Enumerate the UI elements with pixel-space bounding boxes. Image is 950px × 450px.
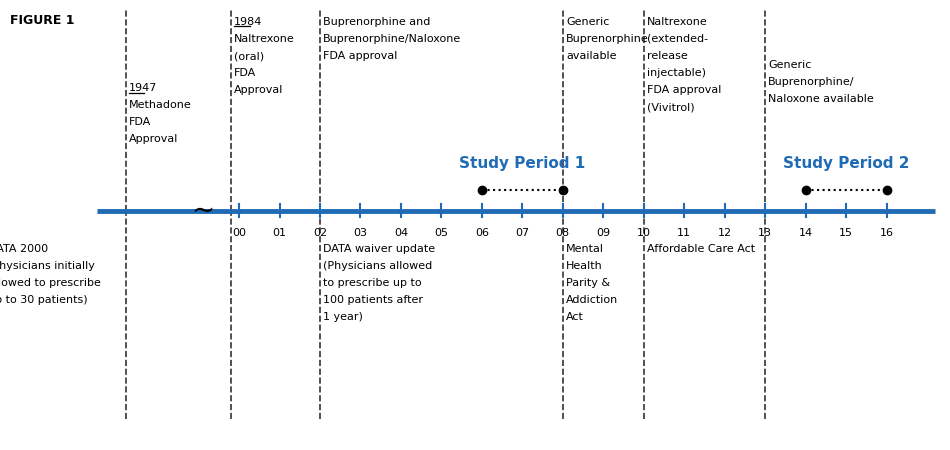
Text: Naltrexone: Naltrexone bbox=[647, 17, 708, 27]
Text: 14: 14 bbox=[799, 228, 812, 238]
Text: 12: 12 bbox=[717, 228, 732, 238]
Text: 11: 11 bbox=[677, 228, 692, 238]
Text: (extended-: (extended- bbox=[647, 34, 708, 44]
Text: Generic: Generic bbox=[769, 59, 811, 69]
Text: DATA waiver update: DATA waiver update bbox=[323, 244, 435, 254]
Text: FDA approval: FDA approval bbox=[323, 51, 398, 61]
Text: Mental: Mental bbox=[566, 244, 604, 254]
Text: DATA 2000: DATA 2000 bbox=[0, 244, 48, 254]
Text: Buprenorphine: Buprenorphine bbox=[566, 34, 649, 44]
Text: 16: 16 bbox=[880, 228, 894, 238]
Text: FDA: FDA bbox=[129, 117, 151, 127]
Text: 1947: 1947 bbox=[129, 83, 158, 93]
Text: 1 year): 1 year) bbox=[323, 312, 363, 322]
Text: 100 patients after: 100 patients after bbox=[323, 295, 424, 305]
Text: Health: Health bbox=[566, 261, 603, 271]
Text: 06: 06 bbox=[475, 228, 489, 238]
Text: Approval: Approval bbox=[235, 85, 284, 95]
Text: (Physicians allowed: (Physicians allowed bbox=[323, 261, 432, 271]
Text: (Physicians initially: (Physicians initially bbox=[0, 261, 95, 271]
Text: FDA: FDA bbox=[235, 68, 256, 78]
Text: Buprenorphine/: Buprenorphine/ bbox=[769, 76, 855, 86]
Text: (oral): (oral) bbox=[235, 51, 264, 61]
Text: 13: 13 bbox=[758, 228, 772, 238]
Text: 01: 01 bbox=[273, 228, 287, 238]
Text: FDA approval: FDA approval bbox=[647, 85, 721, 95]
Text: 03: 03 bbox=[353, 228, 368, 238]
Text: Act: Act bbox=[566, 312, 584, 322]
Text: Approval: Approval bbox=[129, 134, 179, 144]
Text: up to 30 patients): up to 30 patients) bbox=[0, 295, 87, 305]
Text: injectable): injectable) bbox=[647, 68, 706, 78]
Text: 1984: 1984 bbox=[235, 17, 262, 27]
Text: FIGURE 1: FIGURE 1 bbox=[10, 14, 74, 27]
Text: Buprenorphine and: Buprenorphine and bbox=[323, 17, 430, 27]
Text: Naltrexone: Naltrexone bbox=[235, 34, 294, 44]
Text: Generic: Generic bbox=[566, 17, 609, 27]
Text: Study Period 2: Study Period 2 bbox=[783, 156, 909, 171]
Text: 04: 04 bbox=[394, 228, 408, 238]
Text: 10: 10 bbox=[636, 228, 651, 238]
Text: ~: ~ bbox=[191, 197, 215, 225]
Text: Addiction: Addiction bbox=[566, 295, 618, 305]
Text: Affordable Care Act: Affordable Care Act bbox=[647, 244, 755, 254]
Text: to prescribe up to: to prescribe up to bbox=[323, 278, 422, 288]
Text: 15: 15 bbox=[839, 228, 853, 238]
Text: release: release bbox=[647, 51, 688, 61]
Text: Buprenorphine/Naloxone: Buprenorphine/Naloxone bbox=[323, 34, 462, 44]
Text: Study Period 1: Study Period 1 bbox=[459, 156, 585, 171]
Text: 00: 00 bbox=[232, 228, 246, 238]
Text: 09: 09 bbox=[597, 228, 610, 238]
Text: 02: 02 bbox=[313, 228, 327, 238]
Text: Parity &: Parity & bbox=[566, 278, 610, 288]
Text: Methadone: Methadone bbox=[129, 100, 192, 110]
Text: Naloxone available: Naloxone available bbox=[769, 94, 874, 104]
Text: available: available bbox=[566, 51, 617, 61]
Text: allowed to prescribe: allowed to prescribe bbox=[0, 278, 101, 288]
Text: 08: 08 bbox=[556, 228, 570, 238]
Text: 05: 05 bbox=[434, 228, 448, 238]
Text: 07: 07 bbox=[515, 228, 529, 238]
Text: (Vivitrol): (Vivitrol) bbox=[647, 102, 694, 112]
